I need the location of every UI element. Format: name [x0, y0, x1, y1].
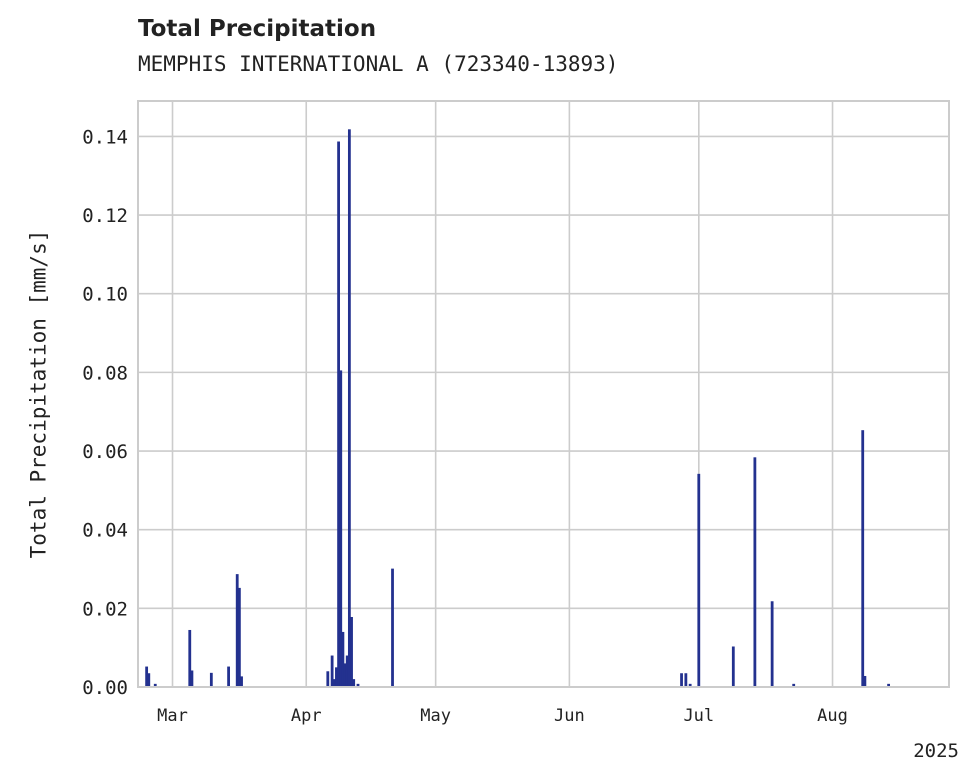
precip-bar [235, 574, 239, 687]
precip-bar [153, 683, 157, 687]
precip-bar [350, 616, 353, 687]
precip-bar [345, 655, 349, 687]
precip-bar [347, 129, 351, 687]
precip-bar [352, 679, 356, 687]
precip-bar [343, 663, 347, 687]
precip-bar [697, 473, 701, 687]
x-tick-label: Jun [554, 706, 585, 726]
y-tick-label: 0.04 [82, 520, 128, 542]
precip-bar [684, 673, 688, 687]
precip-bar [863, 675, 867, 687]
chart-subtitle: MEMPHIS INTERNATIONAL A (723340-13893) [138, 52, 619, 76]
precip-bar [188, 629, 192, 687]
precip-bar [731, 646, 735, 687]
precip-bar [209, 672, 213, 687]
x-tick-label: Mar [157, 706, 188, 726]
precip-bar [332, 679, 336, 687]
y-tick-label: 0.12 [82, 205, 128, 227]
precip-bar [753, 457, 757, 687]
x-tick-label: Jul [683, 706, 714, 726]
precip-bar [240, 676, 243, 687]
x-axis-ticks: Mar Apr May Jun Jul Aug [157, 706, 848, 726]
precip-bar [335, 667, 338, 687]
chart-title: Total Precipitation [138, 16, 377, 42]
y-tick-label: 0.08 [82, 362, 128, 384]
plot-frame [137, 100, 950, 688]
precip-bar [792, 683, 796, 687]
precip-bar [339, 370, 343, 687]
x-tick-label: Aug [817, 706, 848, 726]
precip-bar [887, 683, 891, 687]
precip-bar [326, 671, 330, 687]
y-tick-label: 0.02 [82, 598, 128, 620]
precip-bar [237, 587, 241, 687]
y-axis-label: Total Precipitation [mm/s] [26, 230, 50, 559]
x-tick-label: May [420, 706, 451, 726]
precip-bar [680, 673, 683, 687]
grid-lines [138, 101, 949, 688]
y-tick-label: 0.14 [82, 126, 128, 148]
precip-bar [861, 430, 865, 687]
y-tick-label: 0.10 [82, 284, 128, 306]
precip-bar [330, 655, 334, 687]
x-tick-label: Apr [291, 706, 322, 726]
precip-bar [770, 601, 774, 687]
precip-bar [147, 673, 151, 687]
precip-bar [337, 141, 340, 687]
precip-bar [391, 568, 394, 687]
precip-bar [341, 631, 345, 687]
y-tick-label: 0.06 [82, 441, 128, 463]
precip-bar [356, 683, 360, 687]
precip-bar [688, 683, 692, 687]
bars [145, 129, 891, 687]
precip-bar [227, 666, 230, 687]
y-axis-ticks: 0.00 0.02 0.04 0.06 0.08 0.10 0.12 0.14 [82, 126, 128, 699]
year-label: 2025 [913, 740, 959, 762]
precip-bar [190, 670, 194, 687]
precip-bar [145, 666, 149, 687]
y-tick-label: 0.00 [82, 677, 128, 699]
